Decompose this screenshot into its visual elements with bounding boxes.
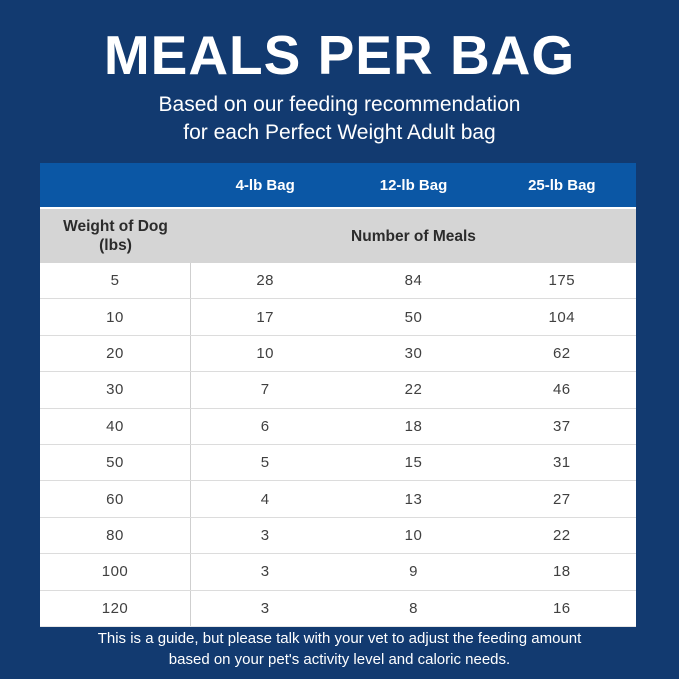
meals-cell: 9 [409, 563, 418, 581]
weight-cell: 5 [40, 263, 191, 299]
meals-cell: 5 [260, 454, 270, 472]
table-row: 100 3 9 18 [40, 554, 636, 591]
weight-cell: 30 [40, 372, 191, 408]
weight-cell: 50 [40, 444, 191, 481]
weight-cell: 40 [40, 408, 191, 444]
weight-cell: 120 [40, 590, 191, 626]
meals-cell: 104 [548, 308, 576, 326]
col-header-25lb-bag: 25-lb Bag [528, 176, 596, 194]
meals-cell: 18 [552, 563, 571, 581]
footnote-line-2: based on your pet's activity level and c… [168, 651, 511, 668]
table-row: 20 10 30 62 [40, 335, 636, 373]
meals-cell: 4 [260, 490, 270, 508]
table-row: 60 4 13 27 [40, 481, 636, 518]
table-subheader-row: Weight of Dog (lbs) Number of Meals [40, 209, 636, 263]
meals-cell: 13 [404, 490, 423, 508]
subtitle-line-2: for each Perfect Weight Adult bag [183, 121, 496, 144]
subtitle-line-1: Based on our feeding recommendation [158, 93, 521, 116]
meals-cell: 84 [404, 272, 423, 290]
number-of-meals-label: Number of Meals [351, 227, 476, 245]
meals-cell: 10 [256, 344, 274, 362]
meals-cell: 17 [256, 308, 274, 326]
subtitle: Based on our feeding recommendation for … [0, 91, 679, 147]
page-title: MEALS PER BAG [103, 24, 576, 86]
meals-cell: 46 [552, 381, 571, 399]
weight-cell: 80 [40, 517, 191, 554]
table-row: 40 6 18 37 [40, 408, 636, 445]
weight-cell: 60 [40, 481, 191, 517]
table-row: 80 3 10 22 [40, 517, 636, 555]
meals-cell: 30 [404, 344, 423, 362]
meals-cell: 22 [552, 526, 571, 544]
col-header-12lb-bag: 12-lb Bag [379, 176, 448, 194]
meals-cell: 16 [552, 599, 571, 617]
meals-cell: 3 [260, 599, 270, 617]
table-row: 50 5 15 31 [40, 444, 636, 482]
meals-cell: 3 [260, 563, 270, 581]
table-row: 5 28 84 175 [40, 263, 636, 300]
meals-cell: 37 [552, 417, 571, 435]
meals-cell: 31 [552, 454, 571, 472]
table-header-row: 4-lb Bag 12-lb Bag 25-lb Bag [40, 163, 636, 209]
header: MEALS PER BAG Based on our feeding recom… [0, 0, 679, 147]
weight-cell: 10 [40, 299, 191, 335]
meals-cell: 3 [260, 526, 270, 544]
meals-cell: 15 [404, 454, 423, 472]
meals-cell: 6 [260, 417, 270, 435]
corner-cell [40, 163, 191, 207]
table-row: 30 7 22 46 [40, 372, 636, 409]
footnote: This is a guide, but please talk with yo… [0, 628, 679, 670]
meals-table: 4-lb Bag 12-lb Bag 25-lb Bag Weight of D… [40, 163, 636, 627]
weight-of-dog-label: Weight of Dog (lbs) [63, 218, 168, 254]
meals-cell: 50 [404, 308, 423, 326]
table-body: 5 28 84 175 10 17 50 104 20 10 30 62 30 7 22 46 40 6 18 37 5… [40, 263, 636, 627]
footnote-line-1: This is a guide, but please talk with yo… [97, 630, 582, 647]
table-row: 120 3 8 16 [40, 590, 636, 627]
meals-cell: 27 [552, 490, 571, 508]
meals-cell: 22 [404, 381, 423, 399]
col-header-4lb-bag: 4-lb Bag [235, 176, 295, 194]
weight-cell: 20 [40, 335, 191, 372]
weight-cell: 100 [40, 554, 191, 590]
meals-cell: 7 [260, 381, 270, 399]
meals-cell: 10 [404, 526, 423, 544]
meals-cell: 62 [552, 344, 571, 362]
meals-cell: 18 [404, 417, 423, 435]
meals-cell: 28 [256, 272, 274, 290]
table-row: 10 17 50 104 [40, 299, 636, 336]
meals-cell: 8 [409, 599, 418, 617]
meals-cell: 175 [548, 272, 576, 290]
